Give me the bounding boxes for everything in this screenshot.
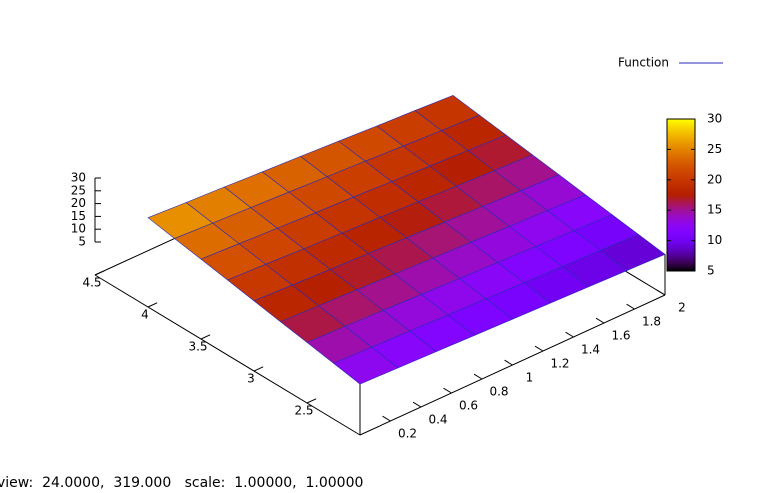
colorbar-tick-label: 25 bbox=[707, 142, 722, 156]
x-tick-label: 2 bbox=[678, 301, 686, 315]
surface bbox=[147, 95, 666, 385]
x-tick-label: 0.6 bbox=[459, 399, 478, 413]
y-tick-label: 4 bbox=[141, 308, 149, 322]
x-tick-label: 1 bbox=[526, 371, 534, 385]
x-tick bbox=[382, 415, 391, 422]
x-tick bbox=[656, 289, 666, 296]
x-tick bbox=[473, 373, 483, 380]
z-tick-label: 25 bbox=[71, 183, 86, 197]
x-tick bbox=[534, 345, 544, 352]
x-tick-label: 0.4 bbox=[428, 413, 447, 427]
z-tick-label: 20 bbox=[71, 196, 86, 210]
colorbar-tick-label: 5 bbox=[707, 264, 715, 278]
box-edge bbox=[94, 274, 361, 436]
x-tick bbox=[626, 303, 635, 310]
x-tick-label: 1.2 bbox=[550, 357, 569, 371]
colorbar bbox=[666, 118, 696, 272]
x-tick bbox=[443, 387, 452, 394]
x-tick bbox=[412, 401, 422, 408]
x-tick-label: 0.8 bbox=[489, 385, 508, 399]
x-tick bbox=[565, 331, 574, 338]
x-tick-label: 1.8 bbox=[642, 315, 661, 329]
y-tick bbox=[253, 366, 264, 372]
y-tick bbox=[94, 270, 105, 276]
colorbar-tick-label: 30 bbox=[707, 112, 722, 126]
x-tick-label: 1.4 bbox=[581, 343, 600, 357]
y-tick-label: 4.5 bbox=[82, 276, 101, 290]
y-tick bbox=[306, 398, 317, 404]
status-bar: view: 24.0000, 319.000 scale: 1.00000, 1… bbox=[0, 475, 363, 491]
x-tick-label: 0.2 bbox=[398, 427, 417, 441]
y-tick-label: 3 bbox=[247, 372, 255, 386]
y-tick bbox=[200, 334, 211, 340]
colorbar-tick-label: 20 bbox=[707, 172, 722, 186]
x-tick bbox=[504, 359, 513, 366]
surface-cell bbox=[333, 346, 399, 385]
legend-label: Function bbox=[618, 56, 669, 70]
x-tick bbox=[595, 317, 605, 324]
z-tick-label: 30 bbox=[71, 171, 86, 185]
colorbar-tick-label: 10 bbox=[707, 233, 722, 247]
front-layer: 0.2 0.4 0.6 0.8 1 1.2 1.4 1.6 1.8 2 2.5 3 3.5 4 4.5 bbox=[82, 254, 686, 441]
y-tick-label: 2.5 bbox=[294, 404, 313, 418]
y-tick-label: 3.5 bbox=[188, 340, 207, 354]
z-tick-label: 5 bbox=[78, 235, 86, 249]
z-tick-label: 10 bbox=[71, 222, 86, 236]
z-tick-label: 15 bbox=[71, 209, 86, 223]
colorbar-tick-label: 15 bbox=[707, 203, 722, 217]
x-tick-label: 1.6 bbox=[611, 329, 630, 343]
y-tick bbox=[147, 302, 158, 308]
